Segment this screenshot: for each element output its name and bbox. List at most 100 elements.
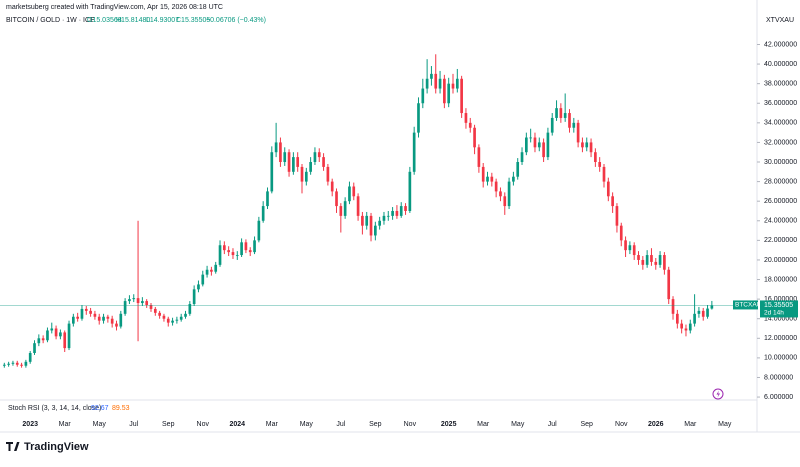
ohlc-open: O15.03568 bbox=[87, 17, 122, 24]
candle-body bbox=[408, 171, 412, 211]
candle-body bbox=[72, 316, 75, 324]
candle-body bbox=[166, 318, 170, 323]
price-badge-symbol bbox=[733, 300, 758, 310]
candle-body bbox=[210, 269, 213, 272]
x-tick-label: Jul bbox=[129, 421, 138, 428]
candle-body bbox=[292, 157, 295, 172]
candle-body bbox=[598, 162, 602, 167]
alert-bolt bbox=[716, 390, 720, 398]
candle-body bbox=[257, 220, 261, 241]
candle-body bbox=[287, 152, 291, 172]
x-tick-label: Mar bbox=[266, 421, 279, 428]
candle-body bbox=[486, 176, 489, 182]
x-tick-label: Nov bbox=[404, 421, 417, 428]
candle-body bbox=[684, 328, 688, 331]
y-tick-label: 40.000000 bbox=[764, 61, 797, 68]
candle-body bbox=[533, 137, 537, 148]
candle-body bbox=[386, 215, 390, 217]
candle-body bbox=[632, 245, 636, 256]
logo: TradingView bbox=[6, 441, 89, 453]
candle-body bbox=[455, 78, 459, 89]
indicator-label: Stoch RSI (3, 3, 14, 14, close) bbox=[8, 405, 101, 412]
y-tick-label: 18.000000 bbox=[764, 276, 797, 283]
candle-body bbox=[223, 245, 226, 251]
candle-body bbox=[283, 152, 287, 163]
y-tick-label: 14.000000 bbox=[764, 316, 797, 323]
price-badge bbox=[760, 300, 798, 318]
indicator-d: 89.53 bbox=[112, 405, 130, 412]
x-tick-label: Mar bbox=[684, 421, 697, 428]
candle-body bbox=[326, 166, 330, 182]
y-tick-label: 6.000000 bbox=[764, 394, 793, 401]
candle-body bbox=[507, 181, 511, 207]
candle-body bbox=[279, 142, 282, 163]
x-tick-label: Sep bbox=[581, 421, 594, 428]
x-tick-label: 2023 bbox=[22, 421, 38, 428]
candle-body bbox=[512, 176, 515, 182]
candle-body bbox=[115, 323, 118, 327]
candle-body bbox=[231, 252, 235, 256]
candle-body bbox=[576, 122, 580, 143]
candle-body bbox=[369, 215, 373, 236]
candle-body bbox=[438, 78, 442, 89]
x-tick-label: Sep bbox=[162, 421, 175, 428]
y-tick-label: 22.000000 bbox=[764, 237, 797, 244]
candle-body bbox=[158, 312, 161, 316]
candle-body bbox=[430, 73, 433, 79]
candle-body bbox=[417, 103, 420, 133]
candle-body bbox=[693, 313, 696, 324]
candle-body bbox=[619, 225, 623, 241]
candle-body bbox=[261, 206, 265, 221]
candle-body bbox=[680, 323, 683, 329]
candle-body bbox=[581, 142, 584, 148]
ohlc-change: −0.06706 (−0.43%) bbox=[206, 17, 266, 24]
y-tick-label: 30.000000 bbox=[764, 159, 797, 166]
candle-body bbox=[253, 240, 256, 253]
candle-body bbox=[76, 316, 79, 319]
candle-body bbox=[119, 313, 123, 327]
candle-body bbox=[106, 316, 110, 319]
x-tick-label: May bbox=[300, 421, 314, 428]
x-tick-label: 2025 bbox=[441, 421, 457, 428]
candle-body bbox=[688, 323, 692, 331]
candle-body bbox=[201, 274, 205, 285]
candle-body bbox=[214, 264, 218, 272]
candle-body bbox=[499, 191, 502, 197]
candle-body bbox=[503, 196, 507, 207]
candle-body bbox=[41, 338, 45, 341]
candle-body bbox=[671, 299, 675, 314]
candle-body bbox=[37, 338, 41, 344]
candle-body bbox=[529, 137, 532, 139]
candle-body bbox=[153, 308, 157, 313]
candle-body bbox=[67, 323, 71, 349]
y-tick-label: 24.000000 bbox=[764, 218, 797, 225]
symbol-title: BITCOIN / GOLD · 1W · ICE bbox=[6, 17, 95, 24]
ohlc-low: L14.93007 bbox=[146, 17, 179, 24]
candle-body bbox=[550, 117, 554, 133]
candle-body bbox=[594, 152, 597, 163]
candle-body bbox=[361, 215, 364, 226]
candle-body bbox=[628, 245, 632, 251]
candle-body bbox=[240, 242, 243, 256]
candle-body bbox=[205, 269, 209, 275]
candle-body bbox=[46, 330, 49, 341]
candle-body bbox=[710, 305, 714, 309]
candle-body bbox=[516, 162, 520, 177]
candle-body bbox=[330, 181, 334, 192]
candle-body bbox=[97, 316, 101, 321]
indicator-k: 92.67 bbox=[91, 405, 109, 412]
candle-body bbox=[374, 225, 377, 236]
candle-body bbox=[697, 310, 701, 314]
candle-body bbox=[2, 364, 6, 366]
candle-body bbox=[184, 313, 187, 317]
candle-body bbox=[494, 181, 498, 192]
candle-body bbox=[378, 220, 381, 226]
y-tick-label: 42.000000 bbox=[764, 41, 797, 48]
candle-body bbox=[352, 186, 356, 197]
candle-body bbox=[637, 255, 640, 260]
logo-mark bbox=[6, 442, 20, 451]
candle-body bbox=[348, 186, 351, 202]
candle-body bbox=[24, 361, 28, 366]
candle-body bbox=[11, 362, 15, 364]
